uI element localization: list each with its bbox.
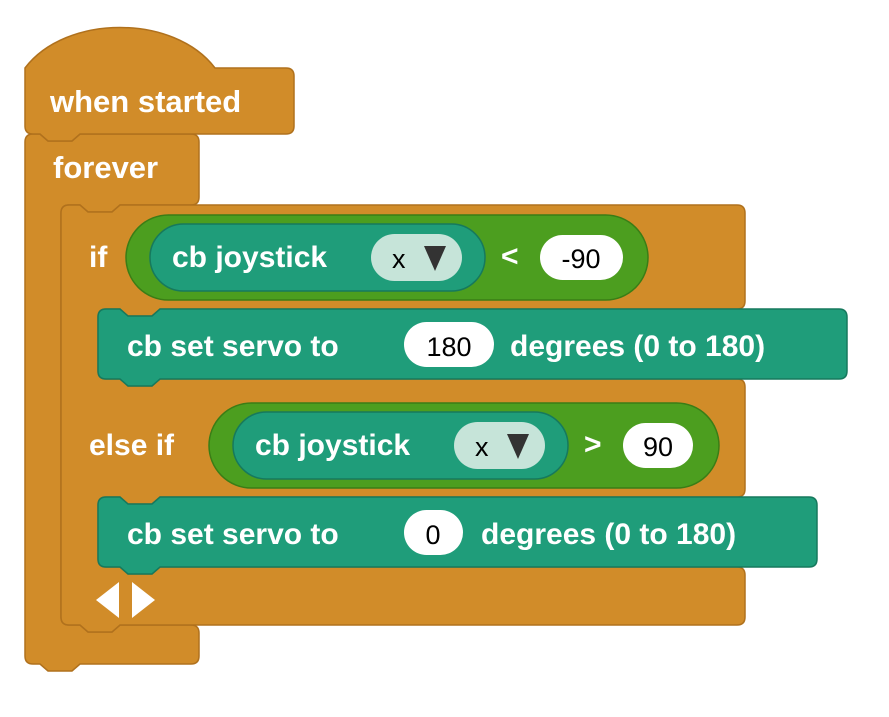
axis-dropdown[interactable] — [454, 422, 545, 469]
comparison-operator: < — [501, 240, 519, 273]
joystick-reporter-label: cb joystick — [255, 429, 410, 462]
servo-angle-input[interactable] — [404, 510, 463, 555]
servo-angle-value: 180 — [426, 332, 471, 362]
set-servo-label: cb set servo to — [127, 518, 339, 551]
when-started-label: when started — [49, 84, 241, 119]
joystick-reporter-label: cb joystick — [172, 241, 327, 274]
threshold-input-value: -90 — [561, 244, 600, 274]
comparison-operator: > — [584, 428, 602, 461]
threshold-input-field[interactable] — [623, 423, 693, 468]
else-if-label: else if — [89, 429, 175, 462]
arrow-right-icon[interactable] — [132, 582, 155, 618]
threshold-input-field[interactable] — [540, 235, 623, 280]
threshold-input-value: 90 — [643, 432, 673, 462]
when-started-block[interactable] — [24, 26, 295, 142]
arrow-left-right-icon[interactable] — [96, 582, 155, 618]
axis-dropdown[interactable] — [371, 234, 462, 281]
if-label: if — [89, 241, 108, 274]
dropdown-arrow-icon — [424, 246, 446, 271]
degrees-range-label: degrees (0 to 180) — [481, 518, 736, 551]
degrees-range-label: degrees (0 to 180) — [510, 330, 765, 363]
servo-angle-value: 0 — [425, 520, 440, 550]
arrow-left-icon[interactable] — [96, 582, 119, 618]
set-servo-label: cb set servo to — [127, 330, 339, 363]
dropdown-arrow-icon — [507, 434, 529, 459]
axis-dropdown-value: x — [475, 432, 489, 462]
axis-dropdown-value: x — [392, 244, 406, 274]
forever-label: forever — [53, 150, 158, 185]
servo-angle-input[interactable] — [404, 322, 494, 367]
